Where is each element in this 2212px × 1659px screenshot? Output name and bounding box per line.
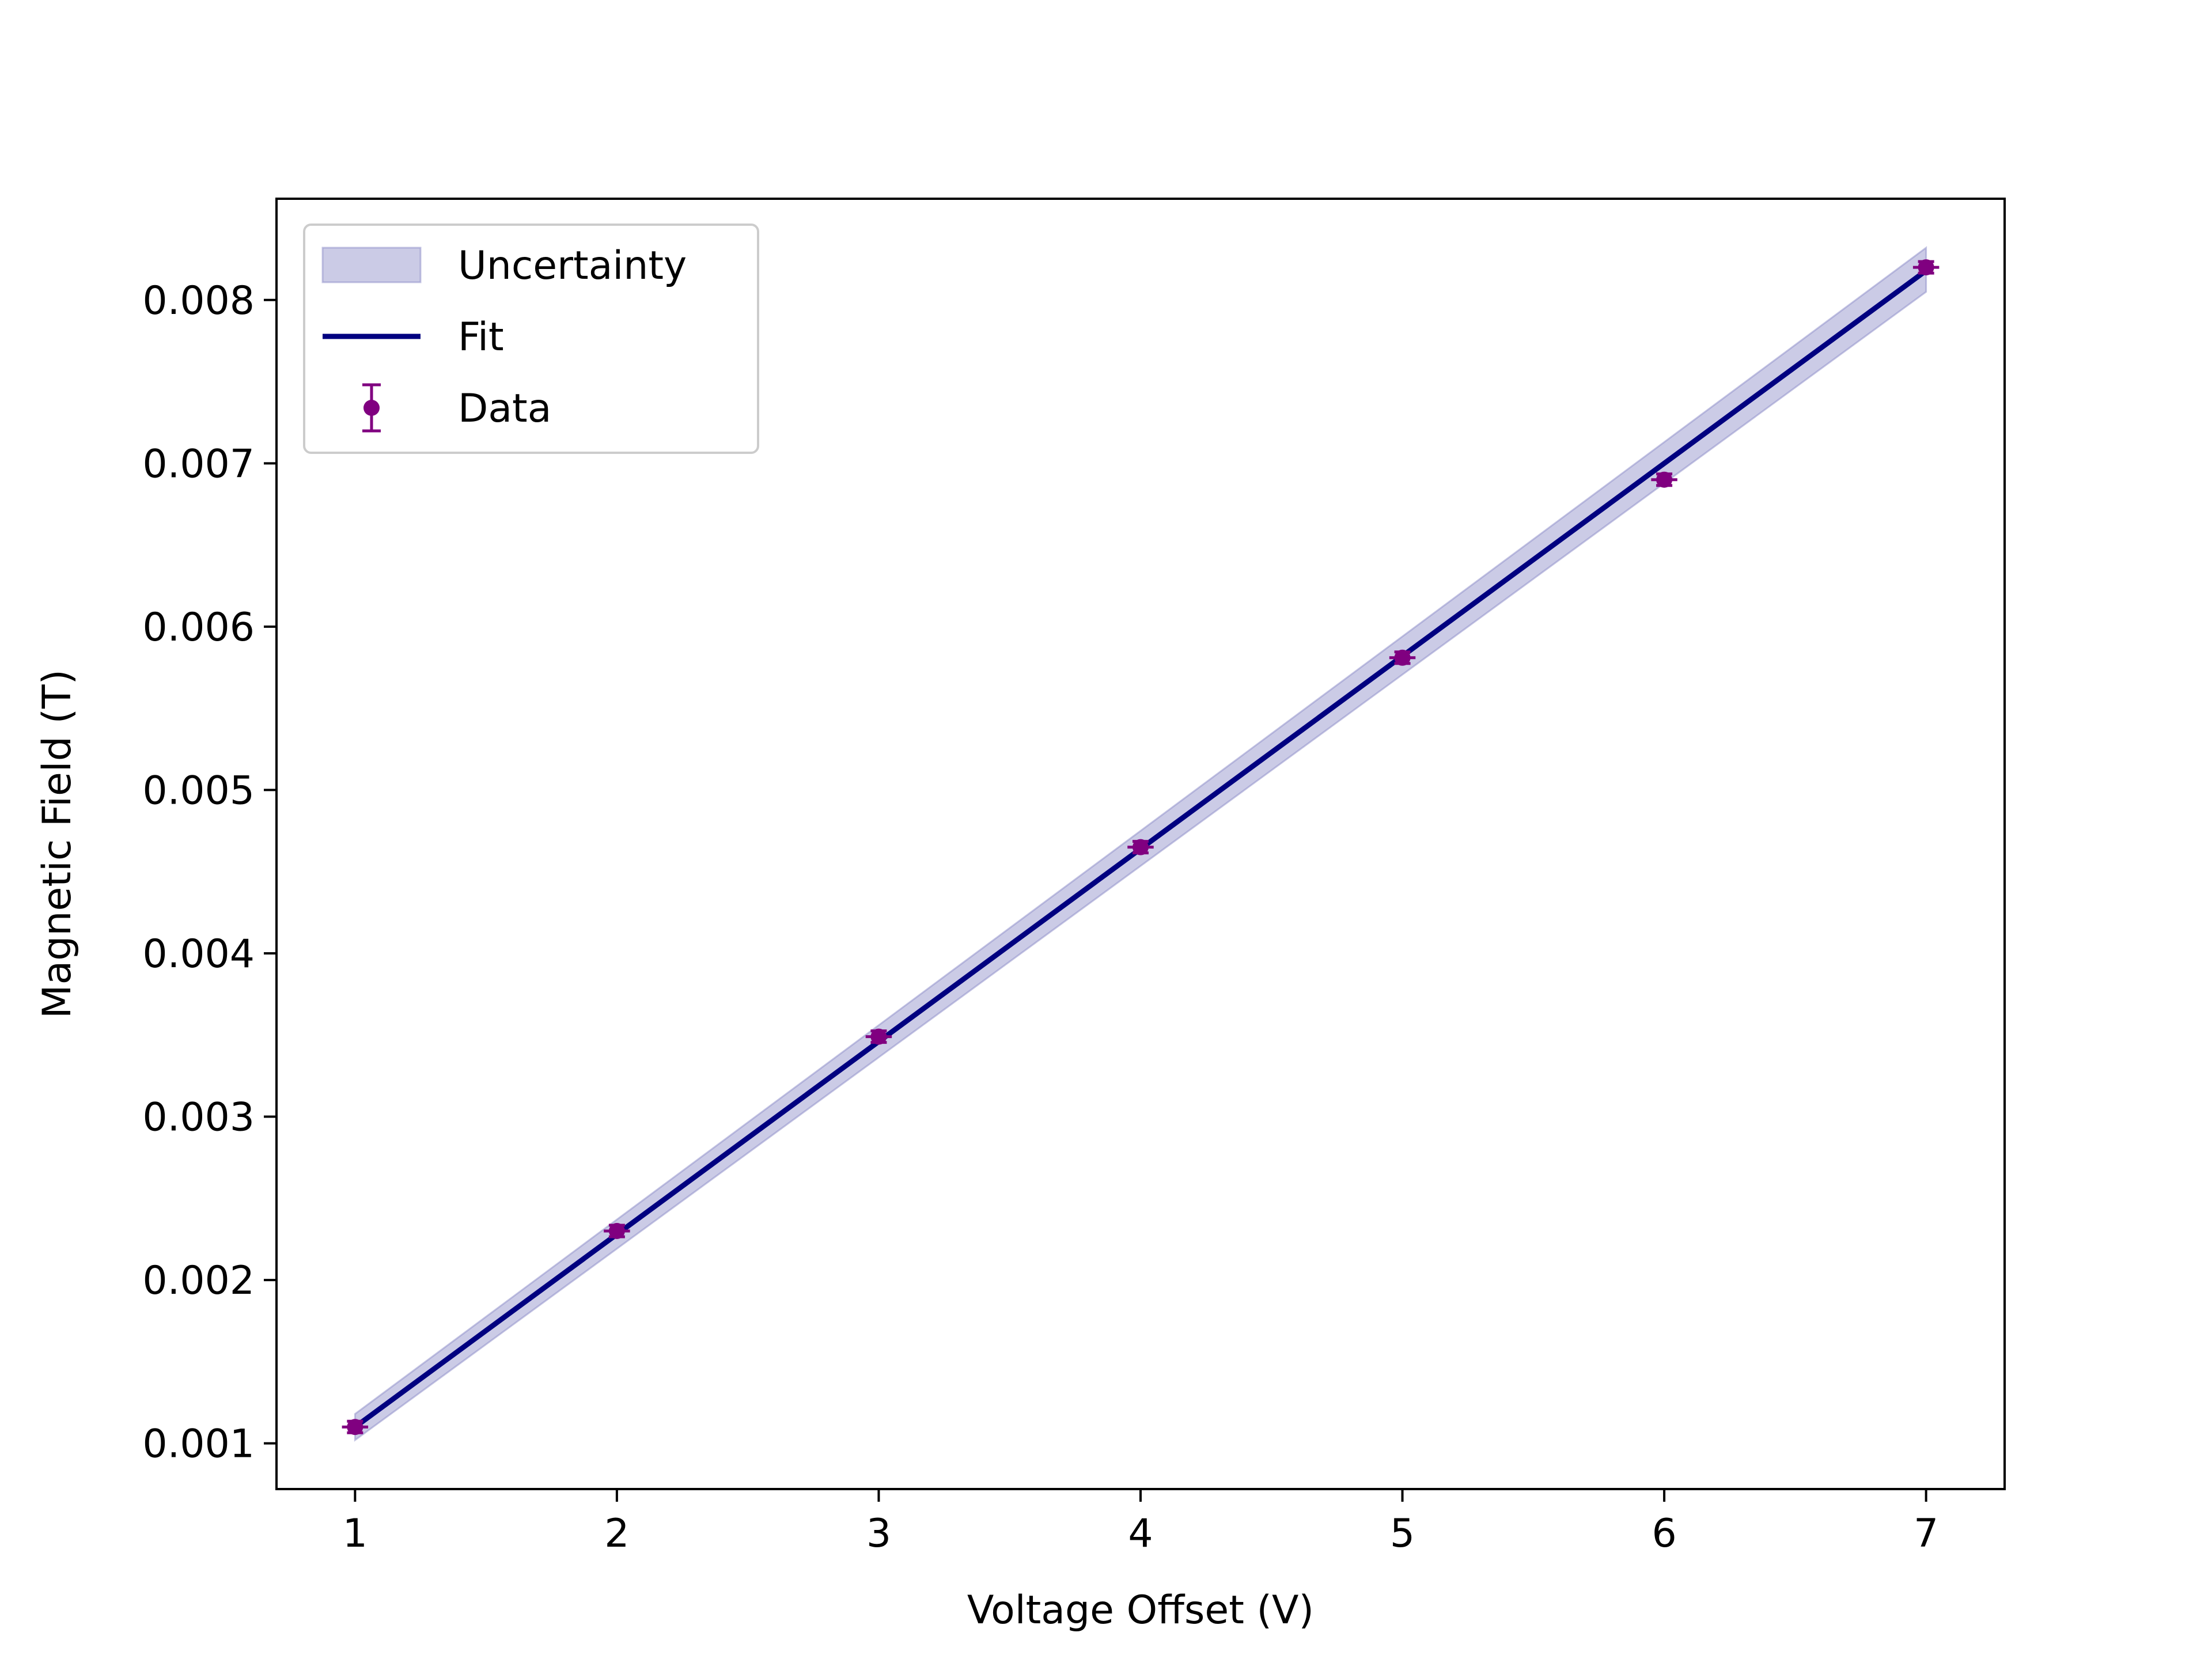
y-tick-label: 0.008 (142, 278, 255, 324)
y-tick-label: 0.002 (142, 1258, 255, 1304)
data-point (1389, 649, 1416, 666)
y-axis: 0.001 0.002 0.003 0.004 0.005 0.006 0.007 0.008 (142, 278, 276, 1467)
x-tick-label: 5 (1390, 1511, 1415, 1556)
data-marker (1656, 471, 1673, 488)
legend-swatch-uncertainty (321, 247, 422, 283)
data-marker (1394, 649, 1411, 666)
data-marker (870, 1028, 887, 1045)
x-axis-title: Voltage Offset (V) (967, 1588, 1314, 1633)
x-axis: 1 2 3 4 5 6 7 (343, 1489, 1938, 1556)
y-tick-label: 0.001 (142, 1422, 255, 1467)
data-point (1127, 839, 1154, 855)
x-tick-label: 1 (343, 1511, 368, 1556)
legend-label-fit: Fit (458, 315, 504, 360)
data-marker (1918, 259, 1934, 276)
y-tick-label: 0.004 (142, 931, 255, 977)
data-point (604, 1223, 630, 1239)
data-point (1651, 471, 1677, 488)
data-marker (608, 1223, 625, 1239)
y-axis-title: Magnetic Field (T) (35, 669, 80, 1018)
x-tick-label: 7 (1914, 1511, 1938, 1556)
data-point (865, 1028, 892, 1045)
x-tick-label: 6 (1652, 1511, 1676, 1556)
y-tick-label: 0.006 (142, 605, 255, 650)
data-point (342, 1419, 369, 1435)
legend-data-marker (363, 400, 380, 416)
y-tick-label: 0.003 (142, 1095, 255, 1141)
legend: Uncertainty Fit Data (303, 224, 759, 454)
legend-label-uncertainty: Uncertainty (458, 243, 687, 289)
data-point (1912, 259, 1940, 276)
x-tick-label: 2 (604, 1511, 629, 1556)
x-tick-label: 4 (1128, 1511, 1153, 1556)
x-tick-label: 3 (866, 1511, 891, 1556)
y-tick-label: 0.007 (142, 441, 255, 487)
data-marker (347, 1419, 363, 1435)
legend-swatch-data (362, 383, 381, 433)
data-marker (1132, 839, 1149, 855)
y-tick-label: 0.005 (142, 768, 255, 813)
legend-label-data: Data (458, 386, 551, 431)
plot-area (342, 246, 1940, 1442)
